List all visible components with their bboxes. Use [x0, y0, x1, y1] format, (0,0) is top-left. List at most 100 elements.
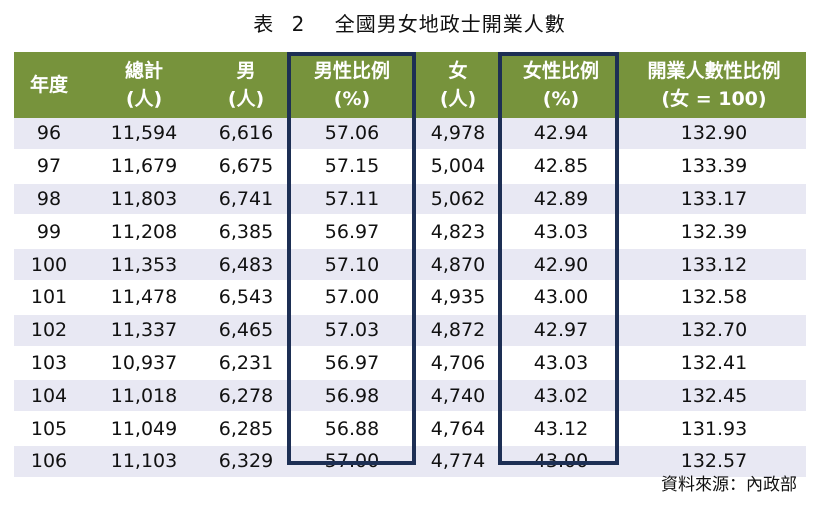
header-female: 女 (人): [416, 52, 500, 118]
cell-male: 6,465: [204, 312, 288, 347]
cell-sex-ratio: 132.39: [622, 214, 806, 249]
cell-male-ratio: 57.03: [288, 312, 416, 347]
cell-male-ratio: 57.11: [288, 181, 416, 216]
cell-female-ratio: 43.03: [500, 345, 622, 380]
cell-total: 11,018: [84, 378, 204, 413]
cell-male: 6,675: [204, 148, 288, 183]
table-row: 105 11,049 6,285 56.88 4,764 43.12 131.93: [14, 411, 806, 445]
cell-sex-ratio: 132.41: [622, 345, 806, 380]
cell-total: 11,337: [84, 312, 204, 347]
cell-male-ratio: 56.97: [288, 214, 416, 249]
cell-sex-ratio: 132.70: [622, 312, 806, 347]
cell-female-ratio: 42.97: [500, 312, 622, 347]
cell-female: 4,872: [416, 312, 500, 347]
cell-male: 6,616: [204, 118, 288, 150]
cell-total: 11,679: [84, 148, 204, 183]
cell-male: 6,285: [204, 411, 288, 445]
cell-female: 4,706: [416, 345, 500, 380]
cell-female: 4,774: [416, 443, 500, 477]
header-male-ratio: 男性比例 (%): [288, 52, 416, 118]
cell-female-ratio: 42.89: [500, 181, 622, 216]
source-note: 資料來源：內政部: [661, 475, 797, 495]
cell-male-ratio: 56.88: [288, 411, 416, 445]
cell-sex-ratio: 131.93: [622, 411, 806, 445]
cell-female: 4,870: [416, 247, 500, 281]
cell-year: 100: [14, 247, 84, 281]
table-row: 106 11,103 6,329 57.00 4,774 43.00 132.57: [14, 443, 806, 477]
cell-male: 6,543: [204, 279, 288, 314]
cell-female-ratio: 43.12: [500, 411, 622, 445]
cell-female-ratio: 42.90: [500, 247, 622, 281]
cell-female-ratio: 43.00: [500, 279, 622, 314]
cell-male: 6,741: [204, 181, 288, 216]
table-row: 96 11,594 6,616 57.06 4,978 42.94 132.90: [14, 118, 806, 150]
cell-male: 6,278: [204, 378, 288, 413]
cell-male-ratio: 56.97: [288, 345, 416, 380]
cell-female: 5,062: [416, 181, 500, 216]
cell-year: 97: [14, 148, 84, 183]
cell-male: 6,329: [204, 443, 288, 477]
table-row: 101 11,478 6,543 57.00 4,935 43.00 132.58: [14, 279, 806, 314]
cell-sex-ratio: 132.90: [622, 118, 806, 150]
header-row: 年度 總計 (人) 男 (人) 男性比例 (%) 女 (人) 女性比例 (%) 開業人數性…: [14, 52, 806, 118]
cell-male-ratio: 57.15: [288, 148, 416, 183]
cell-female-ratio: 42.94: [500, 118, 622, 150]
cell-female: 4,935: [416, 279, 500, 314]
table-title: 表 2 全國男女地政士開業人數: [0, 8, 819, 37]
cell-female: 4,823: [416, 214, 500, 249]
cell-year: 103: [14, 345, 84, 380]
cell-year: 96: [14, 118, 84, 150]
cell-sex-ratio: 133.17: [622, 181, 806, 216]
cell-male-ratio: 57.06: [288, 118, 416, 150]
cell-year: 102: [14, 312, 84, 347]
cell-male: 6,483: [204, 247, 288, 281]
cell-female: 4,740: [416, 378, 500, 413]
table-title-number: 2: [291, 12, 306, 36]
cell-total: 11,049: [84, 411, 204, 445]
cell-female-ratio: 43.02: [500, 378, 622, 413]
cell-total: 11,594: [84, 118, 204, 150]
cell-female-ratio: 43.03: [500, 214, 622, 249]
cell-male-ratio: 56.98: [288, 378, 416, 413]
table-row: 104 11,018 6,278 56.98 4,740 43.02 132.45: [14, 378, 806, 413]
cell-male-ratio: 57.10: [288, 247, 416, 281]
header-year: 年度: [14, 52, 84, 118]
header-female-ratio: 女性比例 (%): [500, 52, 622, 118]
table-row: 98 11,803 6,741 57.11 5,062 42.89 133.17: [14, 181, 806, 216]
header-sex-ratio: 開業人數性比例 (女 = 100): [622, 52, 806, 118]
cell-year: 105: [14, 411, 84, 445]
cell-sex-ratio: 132.45: [622, 378, 806, 413]
cell-sex-ratio: 132.58: [622, 279, 806, 314]
cell-total: 11,803: [84, 181, 204, 216]
cell-year: 106: [14, 443, 84, 477]
cell-year: 99: [14, 214, 84, 249]
table-row: 97 11,679 6,675 57.15 5,004 42.85 133.39: [14, 148, 806, 183]
cell-sex-ratio: 132.57: [622, 443, 806, 477]
cell-year: 98: [14, 181, 84, 216]
cell-female-ratio: 43.00: [500, 443, 622, 477]
table-row: 102 11,337 6,465 57.03 4,872 42.97 132.70: [14, 312, 806, 347]
cell-male: 6,231: [204, 345, 288, 380]
cell-female: 4,764: [416, 411, 500, 445]
table-body: 96 11,594 6,616 57.06 4,978 42.94 132.90 97 11,6…: [14, 118, 806, 477]
table-row: 100 11,353 6,483 57.10 4,870 42.90 133.12: [14, 247, 806, 281]
cell-total: 11,208: [84, 214, 204, 249]
table-row: 103 10,937 6,231 56.97 4,706 43.03 132.41: [14, 345, 806, 380]
cell-female: 4,978: [416, 118, 500, 150]
cell-male-ratio: 57.00: [288, 279, 416, 314]
cell-sex-ratio: 133.12: [622, 247, 806, 281]
table-row: 99 11,208 6,385 56.97 4,823 43.03 132.39: [14, 214, 806, 249]
cell-male: 6,385: [204, 214, 288, 249]
cell-total: 11,353: [84, 247, 204, 281]
cell-total: 11,478: [84, 279, 204, 314]
cell-female-ratio: 42.85: [500, 148, 622, 183]
cell-year: 104: [14, 378, 84, 413]
header-total: 總計 (人): [84, 52, 204, 118]
cell-year: 101: [14, 279, 84, 314]
cell-female: 5,004: [416, 148, 500, 183]
data-table: 年度 總計 (人) 男 (人) 男性比例 (%) 女 (人) 女性比例 (%) 開業人數性…: [14, 52, 806, 477]
cell-total: 10,937: [84, 345, 204, 380]
table-title-text: 全國男女地政士開業人數: [334, 12, 566, 36]
cell-total: 11,103: [84, 443, 204, 477]
table-title-prefix: 表: [253, 12, 275, 36]
